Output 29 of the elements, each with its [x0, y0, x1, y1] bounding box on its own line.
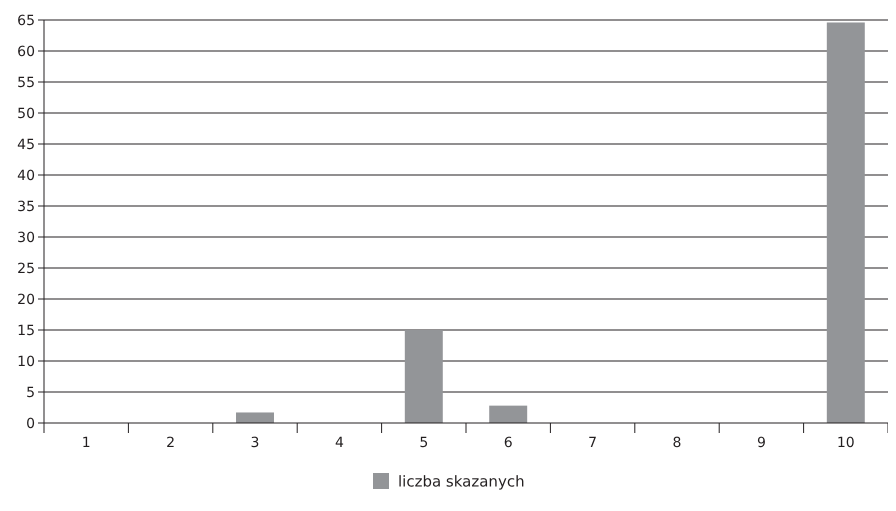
bar: [489, 406, 528, 423]
x-tick-label: 9: [756, 435, 766, 451]
y-tick-label: 35: [17, 198, 35, 215]
x-tick-label: 7: [588, 435, 598, 451]
x-tick-label: 10: [836, 435, 855, 451]
y-tick-label: 5: [26, 384, 35, 401]
x-tick-label: 8: [672, 435, 682, 451]
y-tick-label: 60: [17, 44, 35, 60]
x-tick-label: 1: [82, 435, 91, 451]
y-tick-label: 65: [17, 12, 35, 29]
bar: [404, 330, 443, 423]
bar: [236, 412, 274, 423]
y-tick-label: 45: [17, 136, 35, 153]
y-tick-label: 0: [26, 416, 35, 432]
x-tick-label: 5: [419, 435, 428, 451]
y-tick-label: 20: [17, 292, 35, 308]
x-tick-label: 2: [166, 435, 176, 451]
y-tick-label: 30: [17, 230, 35, 246]
y-tick-label: 55: [17, 74, 35, 91]
x-tick-label: 3: [250, 435, 260, 451]
legend-label: liczba skazanych: [398, 472, 525, 490]
x-tick-label: 4: [334, 435, 344, 451]
y-tick-label: 25: [17, 260, 35, 277]
bar: [826, 22, 865, 423]
y-tick-label: 10: [17, 354, 35, 370]
x-tick-label: 6: [504, 435, 513, 451]
y-tick-label: 40: [17, 168, 35, 184]
y-tick-label: 15: [17, 322, 35, 339]
y-tick-label: 50: [17, 106, 35, 122]
